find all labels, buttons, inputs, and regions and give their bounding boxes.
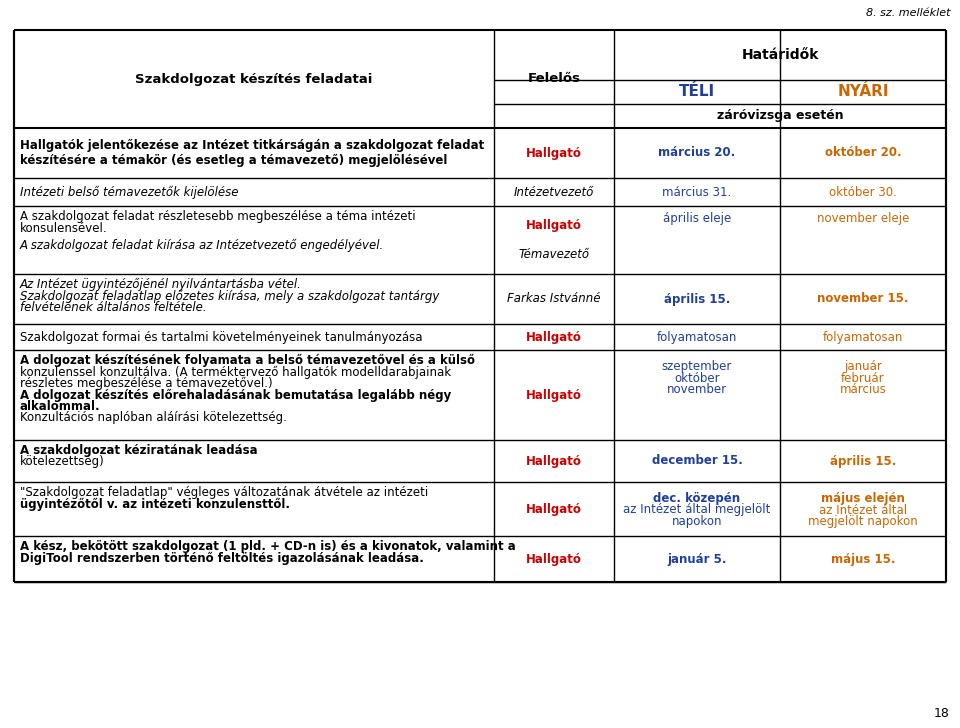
Text: május 15.: május 15. [830,553,896,566]
Text: NYÁRI: NYÁRI [837,84,889,100]
Text: szeptember: szeptember [661,360,732,373]
Text: Hallgató: Hallgató [526,553,582,566]
Text: A szakdolgozat kéziratának leadása: A szakdolgozat kéziratának leadása [20,444,257,457]
Text: Intézeti belső témavezetők kijelölése: Intézeti belső témavezetők kijelölése [20,186,238,199]
Text: A kész, bekötött szakdolgozat (1 pld. + CD-n is) és a kivonatok, valamint a: A kész, bekötött szakdolgozat (1 pld. + … [20,540,516,553]
Text: március 20.: március 20. [659,146,735,159]
Text: május elején: május elején [821,492,905,505]
Text: november eleje: november eleje [817,212,909,225]
Text: az Intézet által megjelölt: az Intézet által megjelölt [623,504,771,516]
Text: Farkas Istvánné: Farkas Istvánné [507,293,601,306]
Text: napokon: napokon [672,515,722,528]
Text: megjelölt napokon: megjelölt napokon [808,515,918,528]
Text: Témavezető: Témavezető [518,248,589,261]
Text: A dolgozat készítés előrehaladásának bemutatása legalább négy: A dolgozat készítés előrehaladásának bem… [20,389,451,402]
Text: dec. közepén: dec. közepén [654,492,740,505]
Text: A szakdolgozat feladat kiírása az Intézetvezető engedélyével.: A szakdolgozat feladat kiírása az Intéze… [20,239,384,252]
Text: A dolgozat készítésének folyamata a belső témavezetővel és a külső: A dolgozat készítésének folyamata a bels… [20,354,475,367]
Text: április 15.: április 15. [663,293,731,306]
Text: január: január [844,360,882,373]
Text: 18: 18 [934,707,950,720]
Text: Hallgató: Hallgató [526,218,582,232]
Text: Határidők: Határidők [741,48,819,62]
Text: Intézetvezető: Intézetvezető [514,186,594,199]
Text: felvételének általános feltétele.: felvételének általános feltétele. [20,301,206,314]
Text: november: november [667,383,727,396]
Text: A szakdolgozat feladat részletesebb megbeszélése a téma intézeti: A szakdolgozat feladat részletesebb megb… [20,210,416,223]
Text: Konzultációs naplóban aláírási kötelezettség.: Konzultációs naplóban aláírási kötelezet… [20,411,287,424]
Text: ügyintézőtől v. az intézeti konzulensttől.: ügyintézőtől v. az intézeti konzulensttő… [20,497,290,510]
Text: április 15.: április 15. [829,454,897,467]
Text: április eleje: április eleje [662,212,732,225]
Text: Szakdolgozat formai és tartalmi követelményeinek tanulmányozása: Szakdolgozat formai és tartalmi követelm… [20,331,422,344]
Text: október 30.: október 30. [829,186,897,199]
Text: Szakdolgozat készítés feladatai: Szakdolgozat készítés feladatai [135,73,372,85]
Text: január 5.: január 5. [667,553,727,566]
Text: Hallgató: Hallgató [526,502,582,515]
Text: folyamatosan: folyamatosan [823,331,903,344]
Text: február: február [841,371,885,384]
Text: március 31.: március 31. [662,186,732,199]
Text: 8. sz. melléklet: 8. sz. melléklet [866,8,950,18]
Text: október 20.: október 20. [825,146,901,159]
Text: kötelezettség): kötelezettség) [20,456,105,469]
Text: Hallgató: Hallgató [526,454,582,467]
Text: Szakdolgozat feladatlap előzetes kiírása, mely a szakdolgozat tantárgy: Szakdolgozat feladatlap előzetes kiírása… [20,290,440,303]
Text: részletes megbeszélése a témavezetővel.): részletes megbeszélése a témavezetővel.) [20,377,273,390]
Text: folyamatosan: folyamatosan [657,331,737,344]
Text: Hallgató: Hallgató [526,331,582,344]
Text: alkalommal.: alkalommal. [20,400,101,413]
Text: Felelős: Felelős [527,73,581,85]
Text: záróvizsga esetén: záróvizsga esetén [717,109,843,122]
Text: DigiTool rendszerben történő feltöltés igazolásának leadása.: DigiTool rendszerben történő feltöltés i… [20,552,424,565]
Text: december 15.: december 15. [652,454,742,467]
Text: az Intézet által: az Intézet által [819,504,907,516]
Text: Hallgatók jelentőkezése az Intézet titkárságán a szakdolgozat feladat
készítésér: Hallgatók jelentőkezése az Intézet titká… [20,139,484,167]
Text: november 15.: november 15. [817,293,909,306]
Text: konzulenssel konzultálva. (A terméktervező hallgatók modelldarabjainak: konzulenssel konzultálva. (A termékterve… [20,365,451,379]
Text: március: március [840,383,886,396]
Text: Hallgató: Hallgató [526,146,582,159]
Text: "Szakdolgozat feladatlap" végleges változatának átvétele az intézeti: "Szakdolgozat feladatlap" végleges válto… [20,486,428,499]
Text: TÉLI: TÉLI [679,84,715,100]
Text: konsulensével.: konsulensével. [20,221,108,234]
Text: Hallgató: Hallgató [526,389,582,402]
Text: Az Intézet ügyintézőjénél nyilvántartásba vétel.: Az Intézet ügyintézőjénél nyilvántartásb… [20,278,301,291]
Text: október: október [674,371,720,384]
